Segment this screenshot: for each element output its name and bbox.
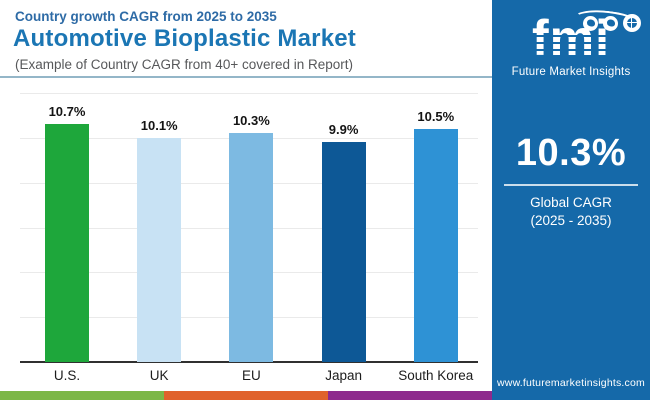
bar-value-label: 9.9% — [328, 122, 359, 138]
x-axis-label-uk: UK — [149, 368, 169, 383]
chart-kicker: Country growth CAGR from 2025 to 2035 — [15, 9, 277, 24]
logo-stripe — [499, 49, 643, 51]
bar-value-label: 10.7% — [48, 104, 86, 120]
website-url: www.futuremarketinsights.com — [497, 377, 645, 389]
x-axis-label-eu: EU — [242, 368, 261, 383]
logo-stripe — [499, 63, 643, 65]
global-cagr-label: Global CAGR — [530, 195, 612, 210]
strip-segment-purple — [328, 391, 492, 400]
bar-value-label: 10.5% — [417, 108, 455, 124]
bar-value-label: 10.1% — [140, 117, 178, 133]
bar-u-s — [45, 124, 89, 362]
global-cagr-value: 10.3% — [515, 132, 627, 174]
x-axis-label-south-korea: South Korea — [398, 368, 474, 383]
strip-segment-orange — [164, 391, 328, 400]
brand-panel: fmi Future Market Insights 10.3% Global … — [492, 0, 650, 400]
bar-south-korea — [413, 128, 458, 362]
bar-eu — [229, 133, 274, 362]
bar-japan — [321, 142, 366, 362]
header-divider — [0, 76, 492, 78]
logo-stripe — [499, 35, 643, 37]
usa-map-icon — [583, 15, 598, 31]
chart-section: Country growth CAGR from 2025 to 2035 Au… — [0, 9, 492, 400]
logo-stripe — [499, 56, 643, 58]
page-title: Automotive Bioplastic Market — [13, 25, 356, 52]
footer-color-strip — [0, 391, 492, 400]
global-cagr-period: (2025 - 2035) — [530, 213, 612, 229]
plane-icon — [603, 15, 618, 31]
bar-uk — [137, 137, 182, 362]
x-axis-line — [20, 361, 478, 363]
bar-chart: 10.7% U.S. 10.1% UK 10.3% EU 9.9% Japan 10.5% Sou… — [20, 93, 478, 383]
gridline — [20, 93, 478, 95]
globe-icon — [623, 14, 641, 32]
global-cagr-stat: 10.3% Global CAGR (2025 - 2035) — [492, 132, 650, 230]
logo-stripe — [499, 42, 643, 44]
chart-subtitle: (Example of Country CAGR from 40+ covere… — [15, 57, 354, 72]
stat-divider — [504, 184, 638, 186]
logo-caption: Future Market Insights — [511, 66, 631, 78]
x-axis-label-japan: Japan — [325, 368, 362, 383]
logo-icons — [583, 14, 641, 32]
fmi-logo: fmi Future Market Insights — [499, 6, 647, 78]
strip-segment-green — [0, 391, 164, 400]
bar-value-label: 10.3% — [232, 113, 270, 129]
x-axis-label-u-s: U.S. — [53, 368, 81, 383]
